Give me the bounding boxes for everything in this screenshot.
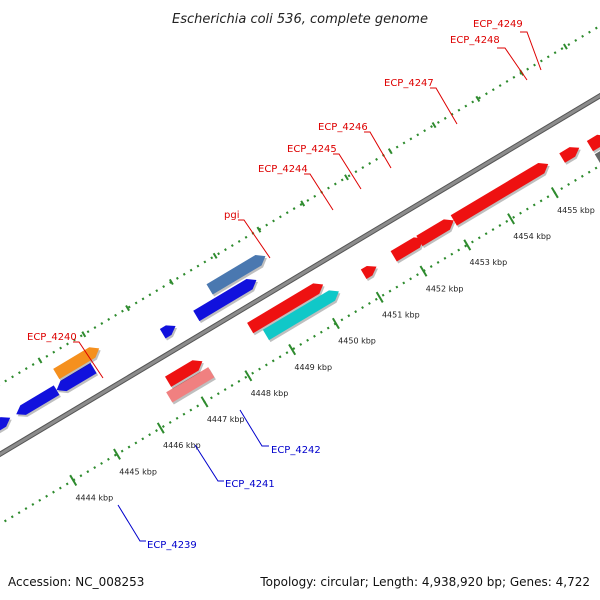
leader-pgi (238, 219, 271, 259)
kbp-tick-mark (113, 448, 121, 460)
kbp-tick-mark (156, 422, 165, 434)
kbp-tick-mark (375, 291, 384, 303)
label-ecp-4239[interactable]: ECP_4239 (147, 540, 197, 551)
gene-ecp-4244[interactable] (360, 265, 377, 279)
kbp-tick-label: 4446 kbp (163, 441, 201, 450)
leader-ecp-4244 (304, 173, 334, 211)
leader-ecp-4239 (117, 504, 146, 542)
kbp-tick-mark (507, 213, 515, 225)
genome-title: Escherichia coli 536, complete genome (172, 12, 428, 27)
leader-ecp-4246 (364, 131, 392, 169)
leader-ecp-4241 (194, 444, 224, 482)
leader-ecp-4248 (497, 47, 528, 81)
gene-red-left[interactable] (165, 360, 203, 387)
kbp-tick-mark (200, 396, 209, 408)
outer-track-tick (431, 121, 437, 129)
leader-ecp-4242 (239, 409, 269, 447)
outer-track-tick (212, 252, 218, 259)
label-leaders (73, 31, 542, 542)
kbp-tick-label: 4452 kbp (426, 284, 464, 293)
kbp-ticks: 4444 kbp 4445 kbp 4446 kbp 4447 kbp 4448 kbp… (69, 187, 595, 503)
kbp-tick-mark (331, 317, 340, 330)
kbp-tick-label: 4449 kbp (294, 363, 332, 372)
label-ecp-4244[interactable]: ECP_4244 (258, 164, 308, 175)
kbp-tick-mark (244, 370, 253, 382)
outer-track-tick (125, 305, 130, 312)
kbp-tick-label: 4455 kbp (557, 206, 595, 215)
gene-pgi-red[interactable] (247, 283, 324, 334)
kbp-tick-mark (463, 239, 472, 251)
gene-pgi-cyan[interactable] (262, 290, 339, 341)
kbp-tick-label: 4445 kbp (119, 467, 157, 476)
kbp-tick-mark (550, 187, 559, 199)
outer-track-tick (256, 226, 262, 233)
gene-labels: ECP_4249 ECP_4248 ECP_4247 ECP_4246 ECP_… (27, 19, 523, 551)
outer-track-tick (344, 174, 349, 181)
label-ecp-4245[interactable]: ECP_4245 (287, 144, 337, 155)
gene-blue-b[interactable] (16, 385, 60, 415)
leader-ecp-4240 (73, 341, 104, 379)
kbp-tick-label: 4454 kbp (513, 232, 551, 241)
label-ecp-4241[interactable]: ECP_4241 (225, 479, 275, 490)
outer-track-tick (37, 357, 43, 364)
label-ecp-4242[interactable]: ECP_4242 (271, 445, 321, 456)
label-ecp-4249[interactable]: ECP_4249 (473, 19, 523, 30)
kbp-tick-mark (69, 474, 78, 487)
gene-ecp-4249-red[interactable] (586, 134, 600, 152)
backbone (0, 94, 600, 456)
kbp-tick-label: 4450 kbp (338, 337, 376, 346)
kbp-tick-label: 4453 kbp (470, 258, 508, 267)
kbp-tick-label: 4444 kbp (75, 494, 113, 503)
gene-blue-small[interactable] (159, 325, 176, 339)
outer-track-tick (563, 43, 568, 50)
genome-summary-text: Topology: circular; Length: 4,938,920 bp… (259, 575, 590, 589)
gene-ecp-4247[interactable] (450, 162, 549, 226)
outer-track-tick (475, 95, 481, 102)
kbp-tick-mark (288, 343, 297, 356)
gene-ecp-4249[interactable] (594, 143, 600, 165)
gene-ecp-4246[interactable] (416, 219, 454, 247)
label-ecp-4247[interactable]: ECP_4247 (384, 78, 434, 89)
label-pgi[interactable]: pgi (224, 210, 239, 221)
leader-ecp-4249 (520, 31, 542, 71)
label-ecp-4240[interactable]: ECP_4240 (27, 332, 77, 343)
leader-ecp-4247 (430, 87, 458, 125)
inner-dotted-track (0, 164, 600, 526)
label-ecp-4246[interactable]: ECP_4246 (318, 122, 368, 133)
kbp-tick-mark (419, 265, 428, 277)
gene-ecp-4241[interactable] (193, 279, 257, 322)
outer-track-tick (300, 200, 306, 207)
outer-track-tick (81, 331, 87, 338)
kbp-tick-label: 4451 kbp (382, 310, 420, 319)
gene-blue-a[interactable] (0, 417, 11, 433)
genes (0, 134, 600, 434)
gene-ecp-4248[interactable] (559, 147, 580, 163)
leader-ecp-4245 (333, 153, 362, 190)
outer-track-tick (168, 278, 174, 286)
tracks (0, 24, 600, 526)
gene-ecp-4240[interactable] (166, 367, 215, 403)
kbp-tick-label: 4448 kbp (251, 389, 289, 398)
kbp-tick-label: 4447 kbp (207, 415, 245, 424)
outer-track-tick (387, 148, 393, 155)
gene-ecp-4245[interactable] (390, 237, 424, 262)
label-ecp-4248[interactable]: ECP_4248 (450, 35, 500, 46)
gene-ecp-4242[interactable] (206, 255, 266, 295)
gene-blue-c[interactable] (56, 362, 97, 392)
accession-text: Accession: NC_008253 (8, 575, 144, 589)
